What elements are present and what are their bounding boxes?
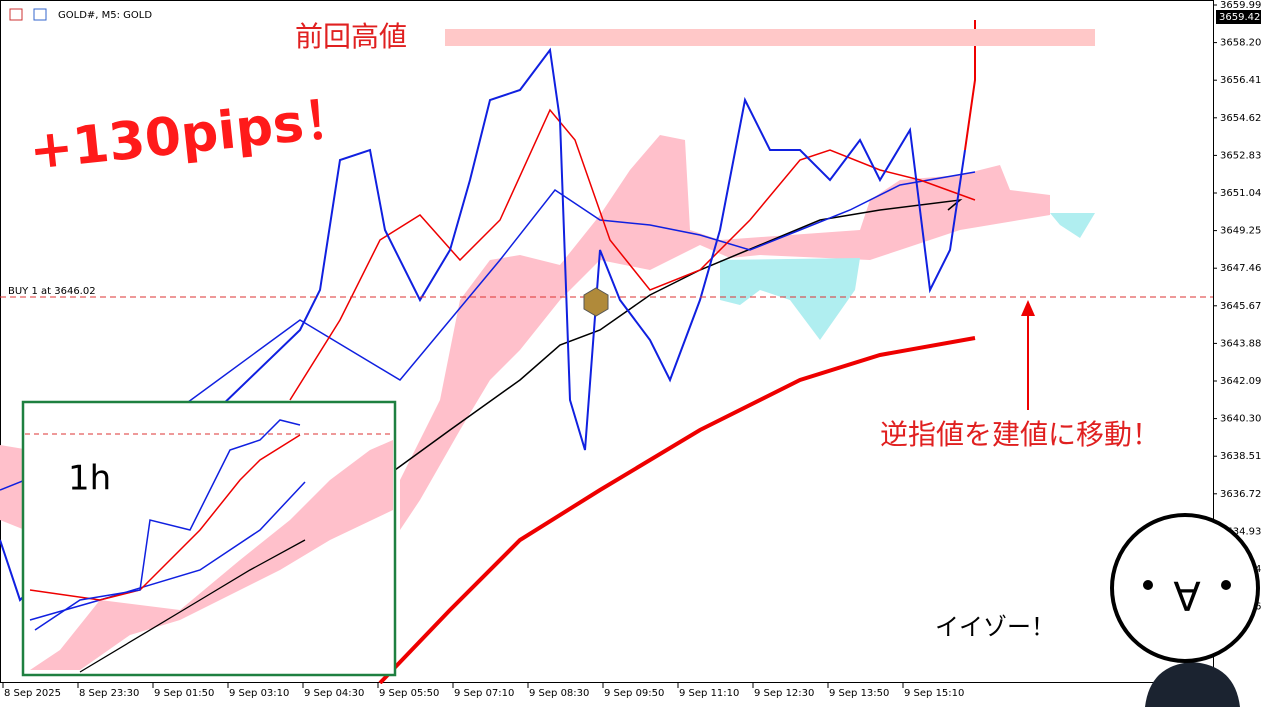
icon [33, 8, 47, 21]
ma-blue [29, 481, 306, 621]
eye [1221, 580, 1231, 590]
price-label: 3643.88 [1220, 338, 1261, 349]
eye [1143, 580, 1153, 590]
time-label: 9 Sep 01:50 [154, 688, 214, 699]
ma-black [394, 198, 963, 471]
price-label: 3645.67 [1220, 301, 1261, 312]
price-label: 3636.72 [1220, 489, 1261, 500]
price-label: 3658.20 [1220, 38, 1261, 49]
time-label: 9 Sep 03:10 [229, 688, 289, 699]
previous-high-band [445, 29, 1095, 46]
price-label: 3656.41 [1220, 75, 1261, 86]
stop-moved-label: 逆指値を建値に移動！ [880, 418, 1160, 451]
plot-frame [0, 0, 1214, 683]
cloud [400, 135, 1050, 530]
time-label: 9 Sep 07:10 [454, 688, 514, 699]
price-label: 3654.62 [1220, 113, 1261, 124]
price-label: 3652.83 [1220, 150, 1261, 161]
arrow-head [1021, 300, 1035, 316]
ma-blue [0, 171, 976, 491]
price-label: 3642.09 [1220, 376, 1261, 387]
current-price-box [1216, 10, 1261, 24]
previous-high-label: 前回高値 [295, 20, 407, 53]
ma-black [79, 539, 306, 673]
price [0, 47, 966, 602]
order-label: BUY 1 at 3646.02 [8, 286, 96, 297]
mouth: ∀ [1173, 575, 1201, 621]
time-label: 9 Sep 08:30 [529, 688, 589, 699]
character-body [1145, 662, 1240, 707]
cloud [720, 258, 860, 340]
price-label: 3647.46 [1220, 263, 1261, 274]
long-ma [378, 336, 976, 685]
time-label: 9 Sep 04:30 [304, 688, 364, 699]
cloud [30, 440, 393, 670]
price-label: 3659.99 [1220, 0, 1261, 11]
time-axis [0, 684, 1275, 707]
price [34, 419, 301, 631]
time-label: 9 Sep 15:10 [904, 688, 964, 699]
speech: イイゾー！ [935, 613, 1055, 641]
price-label: 3649.25 [1220, 226, 1261, 237]
character-face [1110, 513, 1260, 663]
trade-marker [583, 287, 609, 317]
price-label: 3638.51 [1220, 451, 1261, 462]
time-label: 9 Sep 09:50 [604, 688, 664, 699]
time-label: 9 Sep 05:50 [379, 688, 439, 699]
price-label: 3651.04 [1220, 188, 1261, 199]
time-label: 9 Sep 12:30 [754, 688, 814, 699]
inset: 1h [21, 400, 397, 677]
inset-timeframe: 1h [68, 459, 111, 499]
icon [9, 8, 23, 21]
time-label: 9 Sep 13:50 [829, 688, 889, 699]
time-label: 9 Sep 11:10 [679, 688, 739, 699]
time-labels: 8 Sep 2025 8 Sep 23:30 9 Sep 01:50 9 Sep 03… [2, 683, 964, 699]
ma-red [29, 434, 301, 601]
time-label: 8 Sep 23:30 [79, 688, 139, 699]
price-label: 3640.30 [1220, 414, 1261, 425]
price-label: 3634.93 [1220, 526, 1261, 537]
current-price: 3659.42 [1219, 12, 1260, 23]
time-label: 8 Sep 2025 [4, 688, 61, 699]
symbol: GOLD#, M5: GOLD [58, 10, 152, 21]
cloud [1050, 213, 1095, 238]
